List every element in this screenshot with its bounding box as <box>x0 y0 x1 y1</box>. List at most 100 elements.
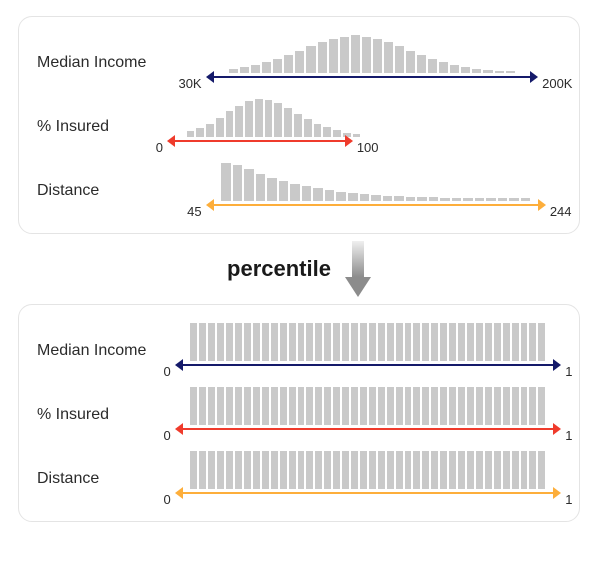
bar <box>440 387 447 425</box>
bar <box>422 323 429 361</box>
bar <box>235 387 242 425</box>
bar <box>373 39 382 73</box>
bar <box>253 323 260 361</box>
bar <box>360 323 367 361</box>
bar <box>342 451 349 489</box>
bar <box>458 387 465 425</box>
bar <box>503 323 510 361</box>
bar <box>244 387 251 425</box>
bar <box>262 387 269 425</box>
bar <box>295 51 304 73</box>
axis-line <box>175 140 345 142</box>
bar <box>431 387 438 425</box>
bar <box>294 114 302 137</box>
bar <box>190 323 197 361</box>
row-label: % Insured <box>37 406 175 424</box>
bar <box>529 387 536 425</box>
top-panel: Median Income30K200K% Insured0100Distanc… <box>18 16 580 234</box>
bar <box>512 323 519 361</box>
bar <box>289 451 296 489</box>
bar <box>190 451 197 489</box>
range-min: 0 <box>164 364 171 379</box>
bar <box>521 387 528 425</box>
bar <box>208 323 215 361</box>
bar <box>279 181 289 201</box>
bar <box>190 387 197 425</box>
arrow-right-icon <box>553 487 561 499</box>
bar <box>431 323 438 361</box>
bar <box>351 35 360 73</box>
bar <box>440 323 447 361</box>
row-median-income: Median Income01 <box>37 319 561 383</box>
bar <box>405 323 412 361</box>
bar <box>306 323 313 361</box>
bar <box>315 451 322 489</box>
bar <box>244 451 251 489</box>
bar <box>449 323 456 361</box>
bar <box>208 387 215 425</box>
bar <box>333 387 340 425</box>
bar <box>262 323 269 361</box>
axis <box>175 199 561 211</box>
bar <box>217 323 224 361</box>
bar <box>485 387 492 425</box>
bar <box>512 451 519 489</box>
bar <box>387 323 394 361</box>
row-label: Distance <box>37 470 175 488</box>
histogram-bars <box>229 35 515 73</box>
row-chart: 30K200K <box>175 35 561 91</box>
bar <box>529 323 536 361</box>
bar <box>199 387 206 425</box>
bar <box>529 451 536 489</box>
row-label: Distance <box>37 182 175 200</box>
bar <box>253 451 260 489</box>
row-label: % Insured <box>37 118 175 136</box>
bar <box>255 99 263 137</box>
bar <box>396 323 403 361</box>
row-distance: Distance45244 <box>37 159 561 223</box>
bar <box>289 323 296 361</box>
row-distance: Distance01 <box>37 447 561 511</box>
range-max: 200K <box>542 76 572 91</box>
histogram-bars <box>190 387 545 425</box>
range-min: 45 <box>187 204 201 219</box>
bar <box>280 387 287 425</box>
row-chart: 45244 <box>175 163 561 219</box>
row-median-income: Median Income30K200K <box>37 31 561 95</box>
bar <box>280 451 287 489</box>
arrow-right-icon <box>553 359 561 371</box>
range-min: 0 <box>164 428 171 443</box>
bar <box>235 106 243 137</box>
bar <box>413 323 420 361</box>
row-chart: 01 <box>175 323 561 379</box>
bar <box>521 323 528 361</box>
bar <box>333 451 340 489</box>
bar <box>538 387 545 425</box>
bar <box>351 323 358 361</box>
range-min: 30K <box>178 76 201 91</box>
down-arrow-icon <box>345 241 371 297</box>
bar <box>512 387 519 425</box>
axis <box>175 359 561 371</box>
bar <box>467 451 474 489</box>
bar <box>324 451 331 489</box>
bar <box>298 451 305 489</box>
bar <box>494 387 501 425</box>
bar <box>235 451 242 489</box>
bar <box>217 451 224 489</box>
bar <box>245 101 253 137</box>
bar <box>284 108 292 137</box>
bar <box>267 178 277 201</box>
bar <box>378 451 385 489</box>
arrow-left-icon <box>167 135 175 147</box>
bar <box>324 387 331 425</box>
range-max: 1 <box>565 364 572 379</box>
row-pct-insured: % Insured01 <box>37 383 561 447</box>
bar <box>315 387 322 425</box>
bar <box>306 451 313 489</box>
bar <box>378 387 385 425</box>
bar <box>226 323 233 361</box>
histogram-bars <box>190 451 545 489</box>
axis-line <box>183 364 554 366</box>
bar <box>449 387 456 425</box>
